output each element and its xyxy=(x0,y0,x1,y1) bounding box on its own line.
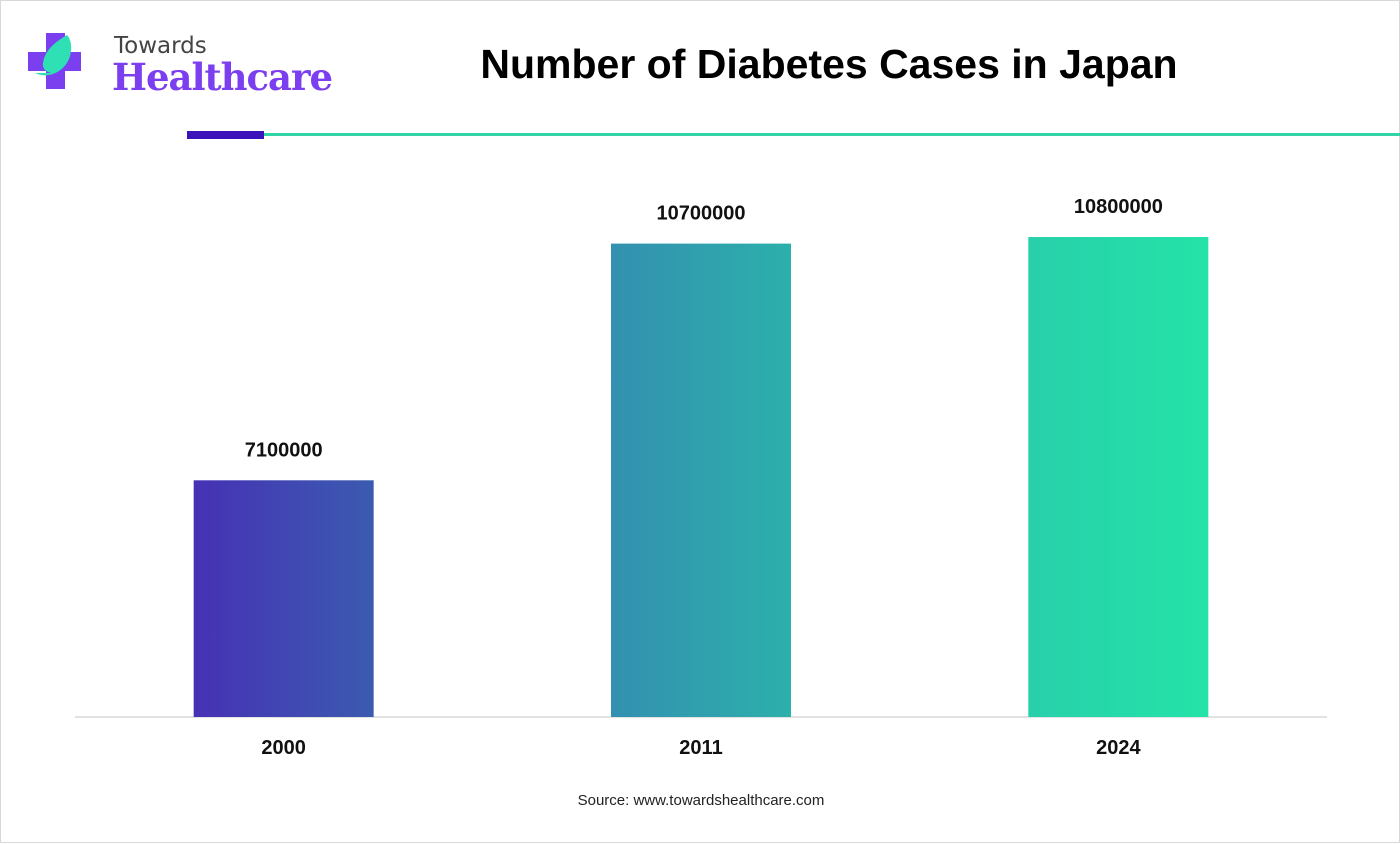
data-label-2000: 7100000 xyxy=(245,439,323,461)
logo-healthcare-text: Healthcare xyxy=(112,55,333,99)
logo-towards-text: Towards xyxy=(114,33,207,59)
bar-2024 xyxy=(1028,237,1209,717)
title-underline-accent xyxy=(187,131,264,139)
x-tick-label-2000: 2000 xyxy=(261,737,306,759)
logo-cross-leaf-icon xyxy=(28,33,81,89)
x-tick-label-2011: 2011 xyxy=(679,737,722,759)
source-note: Source: www.towardshealthcare.com xyxy=(577,792,825,809)
logo: Towards Healthcare xyxy=(27,33,333,99)
bar-2000 xyxy=(193,480,374,717)
data-label-2024: 10800000 xyxy=(1074,196,1163,218)
data-label-2011: 10700000 xyxy=(657,203,746,225)
bar-2011 xyxy=(611,243,791,717)
title-underline xyxy=(264,133,1400,136)
chart-title: Number of Diabetes Cases in Japan xyxy=(480,41,1178,87)
x-tick-label-2024: 2024 xyxy=(1096,737,1141,759)
